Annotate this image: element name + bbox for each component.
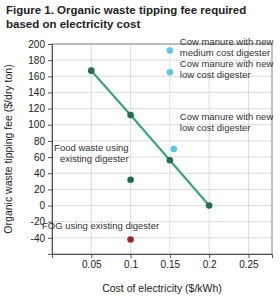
x-axis-line	[53, 255, 273, 259]
y-tick-mark	[48, 189, 52, 190]
grid-line	[52, 237, 272, 238]
chart: Figure 1. Organic waste tipping fee requ…	[0, 0, 280, 300]
x-tick: 0.05	[82, 254, 102, 270]
y-tick: 180	[28, 55, 52, 66]
annotation: Cow manure with newlow cost digester	[180, 111, 274, 133]
x-tick-label: 0.15	[161, 259, 181, 270]
annotations: Cow manure with newmedium cost digesterC…	[42, 36, 273, 231]
annotation-line: existing digester	[60, 153, 129, 164]
point	[167, 69, 174, 76]
grid-line	[52, 173, 272, 174]
x-tick-mark	[131, 254, 132, 258]
annotation: Food waste usingexisting digester	[54, 142, 128, 164]
title: Figure 1. Organic waste tipping fee requ…	[6, 4, 246, 30]
point	[167, 157, 174, 164]
grid-line	[52, 189, 272, 190]
x-tick: 0.15	[161, 254, 181, 270]
point	[127, 176, 134, 183]
y-tick-label: 120	[28, 103, 45, 114]
y-tick-label: 140	[28, 87, 45, 98]
y-tick-label: 60	[34, 152, 46, 163]
y-tick-label: 40	[34, 168, 46, 179]
y-tick: 160	[28, 71, 52, 82]
y-tick-label: 100	[28, 119, 45, 130]
point	[170, 146, 177, 153]
x-tick-mark	[248, 254, 249, 258]
point	[127, 112, 134, 119]
y-tick: 40	[34, 168, 52, 179]
point	[127, 236, 134, 243]
y-tick-label: 0	[39, 200, 45, 211]
x-tick: 0.2	[203, 254, 217, 270]
y-tick-label: 20	[34, 184, 46, 195]
title-line: based on electricity cost	[6, 18, 140, 30]
y-tick: 60	[34, 152, 52, 163]
x-axis: 0.05 0.1 0.15 0.2 0.25	[53, 254, 273, 270]
y-tick-mark	[48, 44, 52, 45]
y-tick: 80	[34, 136, 52, 147]
annotation: FOG using existing digester	[42, 220, 159, 231]
x-tick: 0.25	[239, 254, 259, 270]
y-tick: 120	[28, 103, 52, 114]
annotation-line: Cow manure with new	[180, 111, 274, 122]
y-tick-mark	[48, 109, 52, 110]
x-tick-label: 0.05	[82, 259, 102, 270]
point	[167, 47, 174, 54]
x-tick-mark	[209, 254, 210, 258]
point	[206, 202, 213, 209]
y-tick-mark	[48, 92, 52, 93]
x-tick-mark	[91, 254, 92, 258]
y-tick: 200	[28, 39, 52, 50]
y-tick: 100	[28, 119, 52, 130]
x-tick: 0.1	[124, 254, 138, 270]
y-tick-mark	[48, 60, 52, 61]
annotation-line: low cost digester	[180, 69, 251, 80]
y-tick-mark	[48, 141, 52, 142]
y-tick-label: 80	[34, 136, 46, 147]
annotation: Cow manure with newmedium cost digester	[180, 36, 274, 58]
y-tick: 20	[34, 184, 52, 195]
grid-line	[52, 108, 272, 109]
x-tick-mark	[170, 254, 171, 258]
line	[91, 71, 209, 206]
point	[88, 67, 95, 74]
x-tick-label: 0.25	[239, 259, 259, 270]
x-tick-label: 0.1	[124, 259, 138, 270]
y-tick: 0	[39, 200, 52, 211]
grid-line	[52, 92, 272, 93]
y-tick-mark	[48, 157, 52, 158]
y-tick-mark	[48, 125, 52, 126]
y-tick-label: -40	[31, 233, 46, 244]
y-tick-label: 180	[28, 55, 45, 66]
y-tick-mark	[48, 238, 52, 239]
y-tick-mark	[48, 173, 52, 174]
annotation-line: low cost digester	[180, 122, 251, 133]
y-tick-mark	[48, 76, 52, 77]
y-tick-mark	[48, 206, 52, 207]
y-tick-label: 160	[28, 71, 45, 82]
annotation-line: Cow manure with new	[180, 36, 274, 47]
grid-line	[52, 205, 272, 206]
y-axis-title: Organic waste tipping fee ($/dry ton)	[2, 64, 14, 233]
x-axis-title: Cost of electricity ($/kWh)	[102, 282, 222, 294]
y-tick-label: 200	[28, 39, 45, 50]
x-tick-label: 0.2	[203, 259, 217, 270]
annotation: Cow manure with newlow cost digester	[180, 58, 274, 80]
title-line: Figure 1. Organic waste tipping fee requ…	[6, 4, 246, 16]
annotation-line: FOG using existing digester	[42, 220, 159, 231]
y-tick: -40	[31, 233, 52, 244]
annotation-line: Food waste using	[54, 142, 128, 153]
annotation-line: medium cost digester	[180, 47, 270, 58]
y-tick: 140	[28, 87, 52, 98]
annotation-line: Cow manure with new	[180, 58, 274, 69]
